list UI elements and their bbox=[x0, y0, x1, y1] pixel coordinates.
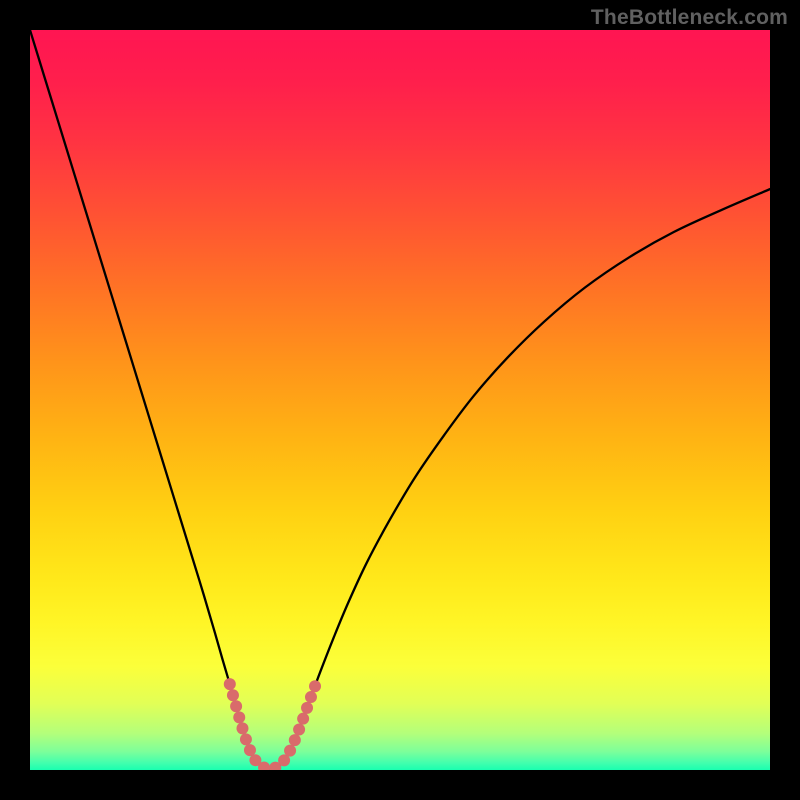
gradient-background bbox=[30, 30, 770, 770]
watermark-text: TheBottleneck.com bbox=[591, 6, 788, 30]
outer-frame: TheBottleneck.com bbox=[0, 0, 800, 800]
plot-svg bbox=[30, 30, 770, 770]
plot-area bbox=[30, 30, 770, 770]
